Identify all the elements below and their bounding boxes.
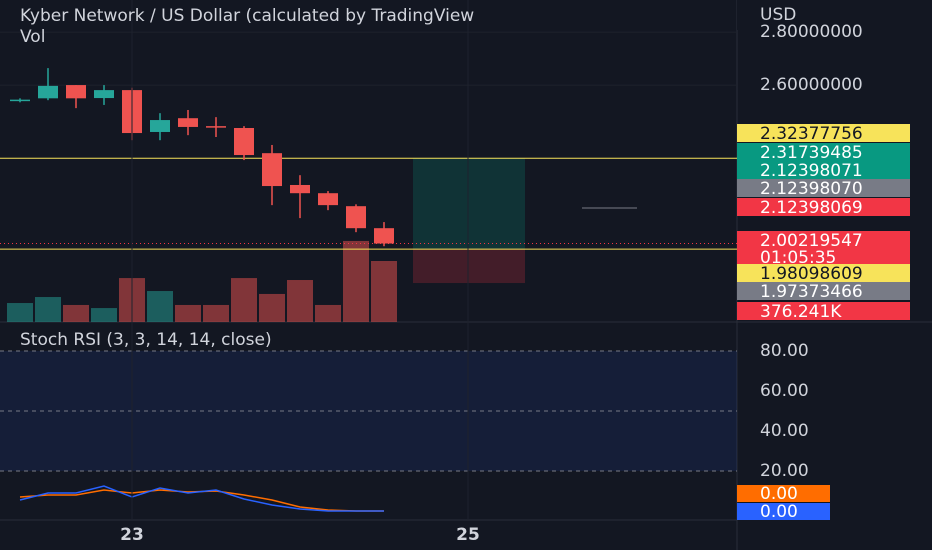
volume-bar	[231, 278, 257, 322]
candle-body	[10, 99, 30, 102]
price-label-box	[737, 264, 910, 282]
volume-bar	[203, 304, 229, 322]
candle-body	[150, 120, 170, 132]
y-tick-label: 2.60000000	[760, 75, 863, 95]
price-label: 2.12398071	[760, 161, 863, 181]
countdown: 01:05:35	[760, 248, 836, 268]
price-label-box	[737, 143, 910, 161]
candle-body	[234, 128, 254, 156]
price-label-box	[737, 231, 910, 267]
position-profit	[413, 158, 525, 250]
last-value-label: 0.00	[760, 502, 798, 522]
price-label-box	[737, 124, 910, 142]
price-label: 1.98098609	[760, 264, 863, 284]
price-label: 1.97373466	[760, 282, 863, 302]
price-label-box	[737, 198, 910, 216]
position-loss	[413, 249, 525, 284]
title-fade	[737, 0, 752, 30]
volume-bar	[287, 280, 313, 322]
currency: USD	[760, 5, 796, 25]
volume-bar	[35, 297, 61, 322]
y-tick-label: 2.80000000	[760, 22, 863, 42]
x-tick-label: 25	[456, 525, 480, 545]
volume-bar	[175, 304, 201, 322]
volume-bar	[147, 291, 173, 322]
price-label: 2.12398069	[760, 198, 863, 218]
price-label: 2.31739485	[760, 143, 863, 163]
main-pane	[0, 31, 737, 322]
volume-bar	[343, 240, 369, 322]
volume-bar	[259, 293, 285, 322]
volume-bar	[7, 303, 33, 322]
y-tick-label: 20.00	[760, 461, 809, 481]
indicator-line	[19, 485, 384, 512]
candle-body	[346, 206, 366, 229]
y-tick-label: 40.00	[760, 421, 809, 441]
price-label-box	[737, 282, 910, 300]
last-value-label: 0.00	[760, 484, 798, 504]
chart-title: Kyber Network / US Dollar (calculated by…	[20, 6, 474, 26]
y-tick-label: 80.00	[760, 341, 809, 361]
price-label: 376.241K	[760, 302, 842, 322]
indicator-pane	[0, 350, 737, 512]
price-label-box	[737, 161, 910, 179]
candle-body	[66, 85, 86, 99]
candle-body	[374, 228, 394, 244]
price-label-box	[737, 302, 910, 320]
price-label: 2.12398070	[760, 179, 863, 199]
indicator-title: Stoch RSI (3, 3, 14, 14, close)	[20, 330, 272, 350]
candle-body	[206, 126, 226, 128]
volume-title: Vol	[20, 27, 45, 47]
last-value-box	[737, 503, 830, 520]
candle-body	[178, 118, 198, 127]
candle-body	[290, 184, 310, 194]
price-label: 2.00219547	[760, 231, 863, 251]
price-label: 2.32377756	[760, 124, 863, 144]
volume-bar	[63, 304, 89, 322]
volume-bar	[371, 260, 397, 322]
candle-body	[318, 193, 338, 206]
volume-bar	[91, 308, 117, 322]
candle-body	[262, 153, 282, 187]
price-label-box	[737, 179, 910, 197]
last-value-box	[737, 485, 830, 502]
candle-body	[94, 90, 114, 99]
x-tick-label: 23	[120, 525, 144, 545]
candle-body	[38, 85, 58, 99]
volume-bar	[315, 304, 341, 322]
y-tick-label: 60.00	[760, 381, 809, 401]
